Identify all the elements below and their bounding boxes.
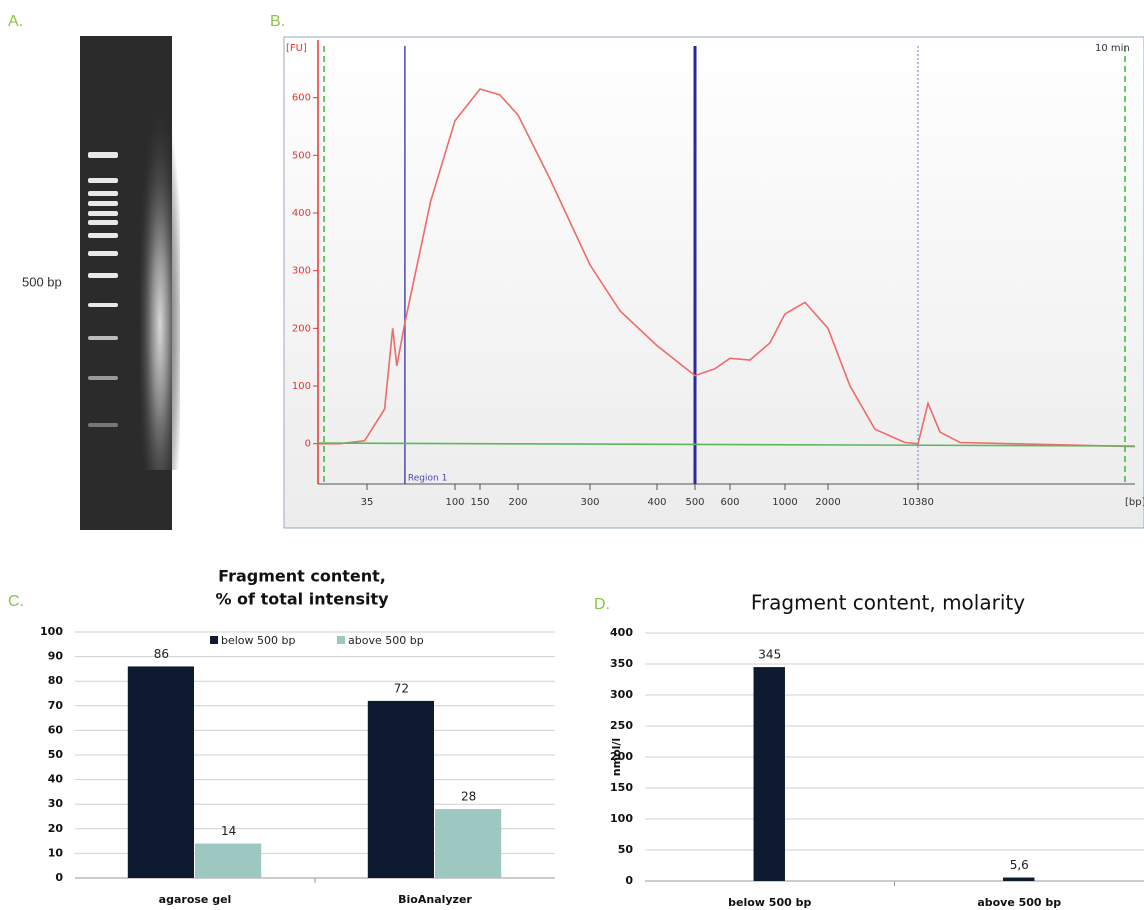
x-tick-label: 150: [470, 497, 489, 508]
y-tick-label: 300: [610, 688, 633, 701]
bar: [127, 666, 194, 878]
legend-label: above 500 bp: [348, 634, 424, 647]
chart-title: Fragment content,: [218, 567, 386, 586]
data-label: 72: [394, 681, 409, 695]
y-tick-label: 50: [618, 843, 634, 856]
y-tick-label: 400: [292, 208, 311, 219]
trace-line: [318, 88, 1136, 448]
y-tick-label: 200: [292, 323, 311, 334]
bar: [195, 843, 262, 878]
legend-swatch: [337, 636, 345, 644]
x-tick-label: 600: [720, 497, 739, 508]
gel-marker-label: 500 bp: [22, 274, 62, 289]
x-tick-label: BioAnalyzer: [398, 893, 472, 906]
y-tick-label: 100: [40, 625, 63, 638]
y-axis-label: nmol/l: [610, 738, 623, 776]
panel-label: B.: [270, 13, 285, 30]
data-label: 86: [154, 647, 169, 661]
panel-label: C.: [8, 593, 24, 610]
bar: [435, 809, 502, 878]
panel-label: A.: [8, 13, 23, 30]
y-tick-label: 100: [292, 381, 311, 392]
bar: [1003, 877, 1035, 881]
y-tick-label: 40: [48, 773, 64, 786]
chart-title: % of total intensity: [215, 590, 389, 609]
bar: [753, 667, 785, 881]
y-tick-label: 20: [48, 822, 64, 835]
y-tick-label: 600: [292, 93, 311, 104]
legend-swatch: [210, 636, 218, 644]
y-tick-label: 500: [292, 150, 311, 161]
x-axis-label: [bp]: [1125, 497, 1144, 508]
x-tick-label: 35: [361, 497, 374, 508]
y-tick-label: 0: [305, 439, 311, 450]
y-tick-label: 300: [292, 266, 311, 277]
x-tick-label: 10380: [902, 497, 934, 508]
y-tick-label: 50: [48, 748, 64, 761]
y-tick-label: 0: [625, 874, 633, 887]
trace-line: [317, 442, 1136, 447]
y-tick-label: 60: [48, 723, 64, 736]
annotation: 10 min: [1095, 43, 1130, 54]
data-label: 28: [461, 790, 476, 804]
x-tick-label: 200: [508, 497, 527, 508]
y-tick-label: 10: [48, 846, 64, 859]
y-tick-label: 30: [48, 797, 64, 810]
y-tick-label: 80: [48, 674, 64, 687]
chart-title: Fragment content, molarity: [751, 591, 1025, 615]
x-tick-label: 300: [580, 497, 599, 508]
data-label: 14: [221, 824, 236, 838]
y-tick-label: 100: [610, 812, 633, 825]
y-tick-label: 250: [610, 719, 633, 732]
y-tick-label: 70: [48, 699, 64, 712]
legend-label: below 500 bp: [221, 634, 296, 647]
panel-label: D.: [594, 596, 610, 613]
x-tick-label: 1000: [772, 497, 797, 508]
y-axis-label: [FU]: [286, 43, 307, 54]
bar: [367, 700, 434, 878]
data-label: 345: [758, 648, 781, 662]
x-tick-label: above 500 bp: [977, 896, 1061, 909]
x-tick-label: 100: [445, 497, 464, 508]
x-tick-label: below 500 bp: [728, 896, 811, 909]
y-tick-label: 350: [610, 657, 633, 670]
y-tick-label: 0: [55, 871, 63, 884]
data-label: 5,6: [1010, 858, 1029, 872]
y-tick-label: 200: [610, 750, 633, 763]
y-tick-label: 90: [48, 650, 64, 663]
region-label: Region 1: [408, 474, 447, 484]
gel-image: [80, 36, 180, 530]
y-tick-label: 150: [610, 781, 633, 794]
x-tick-label: 2000: [815, 497, 840, 508]
x-tick-label: agarose gel: [159, 893, 232, 906]
x-tick-label: 400: [647, 497, 666, 508]
x-tick-label: 500: [685, 497, 704, 508]
y-tick-label: 400: [610, 626, 633, 639]
